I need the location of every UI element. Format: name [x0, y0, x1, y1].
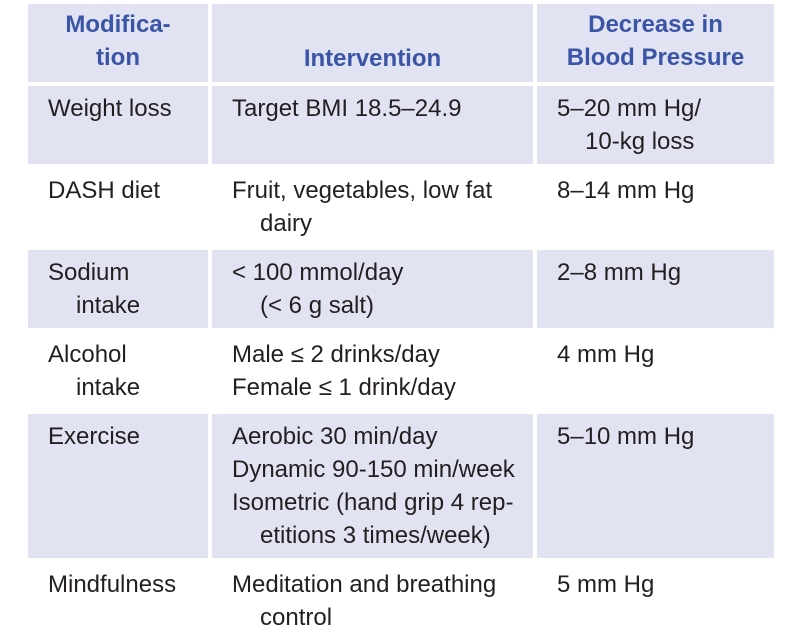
cell-text: 5 mm Hg	[557, 571, 655, 598]
cell-text: Isometric (hand grip 4 rep-	[232, 489, 514, 516]
cell-text: 8–14 mm Hg	[557, 177, 695, 204]
intervention-cell: Target BMI 18.5–24.9	[212, 86, 533, 164]
cell-text: dairy	[260, 210, 313, 237]
header-intervention: Intervention	[212, 4, 533, 82]
table-row: Sodium intake < 100 mmol/day (< 6 g salt…	[28, 250, 774, 328]
intervention-cell: Meditation and breathing control	[212, 562, 533, 638]
cell-text: Aerobic 30 min/day	[232, 423, 438, 450]
cell-text: Weight loss	[48, 95, 172, 122]
header-text: Intervention	[303, 45, 442, 72]
cell-text: 4 mm Hg	[557, 341, 655, 368]
intervention-cell: Fruit, vegetables, low fat dairy	[212, 168, 533, 246]
table-row: Weight loss Target BMI 18.5–24.9 5–20 mm…	[28, 86, 774, 164]
cell-text: 5–20 mm Hg/	[557, 95, 702, 122]
decrease-cell: 5–10 mm Hg	[537, 414, 774, 558]
header-modification: Modifica- tion	[28, 4, 208, 82]
decrease-cell: 5 mm Hg	[537, 562, 774, 638]
header-text: Decrease in	[588, 11, 723, 38]
table-row: Mindfulness Meditation and breathing con…	[28, 562, 774, 638]
cell-text: Fruit, vegetables, low fat	[232, 177, 493, 204]
intervention-cell: < 100 mmol/day (< 6 g salt)	[212, 250, 533, 328]
modification-cell: Alcohol intake	[28, 332, 208, 410]
table-row: Exercise Aerobic 30 min/day Dynamic 90-1…	[28, 414, 774, 558]
cell-text: Dynamic 90-150 min/week	[232, 456, 515, 483]
cell-text: Female ≤ 1 drink/day	[232, 374, 456, 401]
cell-text: Meditation and breathing	[232, 571, 497, 598]
intervention-cell: Aerobic 30 min/day Dynamic 90-150 min/we…	[212, 414, 533, 558]
bp-lifestyle-table: Modifica- tion Intervention Decrease in …	[28, 4, 774, 638]
cell-text: 5–10 mm Hg	[557, 423, 695, 450]
table-row: DASH diet Fruit, vegetables, low fat dai…	[28, 168, 774, 246]
cell-text: control	[260, 604, 333, 631]
cell-text: (< 6 g salt)	[260, 292, 375, 319]
decrease-cell: 5–20 mm Hg/ 10-kg loss	[537, 86, 774, 164]
intervention-cell: Male ≤ 2 drinks/day Female ≤ 1 drink/day	[212, 332, 533, 410]
cell-text: Sodium	[48, 259, 130, 286]
table-header-row: Modifica- tion Intervention Decrease in …	[28, 4, 774, 82]
decrease-cell: 2–8 mm Hg	[537, 250, 774, 328]
modification-cell: Weight loss	[28, 86, 208, 164]
cell-text: intake	[76, 292, 141, 319]
cell-text: Target BMI 18.5–24.9	[232, 95, 462, 122]
modification-cell: DASH diet	[28, 168, 208, 246]
cell-text: Mindfulness	[48, 571, 177, 598]
cell-text: < 100 mmol/day	[232, 259, 404, 286]
header-text: Modifica-	[65, 11, 171, 38]
table-row: Alcohol intake Male ≤ 2 drinks/day Femal…	[28, 332, 774, 410]
decrease-cell: 8–14 mm Hg	[537, 168, 774, 246]
header-text: Blood Pressure	[566, 44, 745, 71]
modification-cell: Exercise	[28, 414, 208, 558]
cell-text: 10-kg loss	[585, 128, 695, 155]
modification-cell: Mindfulness	[28, 562, 208, 638]
cell-text: intake	[76, 374, 141, 401]
cell-text: DASH diet	[48, 177, 161, 204]
cell-text: Exercise	[48, 423, 141, 450]
cell-text: 2–8 mm Hg	[557, 259, 682, 286]
header-text: tion	[96, 44, 140, 71]
decrease-cell: 4 mm Hg	[537, 332, 774, 410]
cell-text: Alcohol	[48, 341, 127, 368]
header-decrease: Decrease in Blood Pressure	[537, 4, 774, 82]
modification-cell: Sodium intake	[28, 250, 208, 328]
cell-text: etitions 3 times/week)	[260, 522, 491, 549]
cell-text: Male ≤ 2 drinks/day	[232, 341, 440, 368]
